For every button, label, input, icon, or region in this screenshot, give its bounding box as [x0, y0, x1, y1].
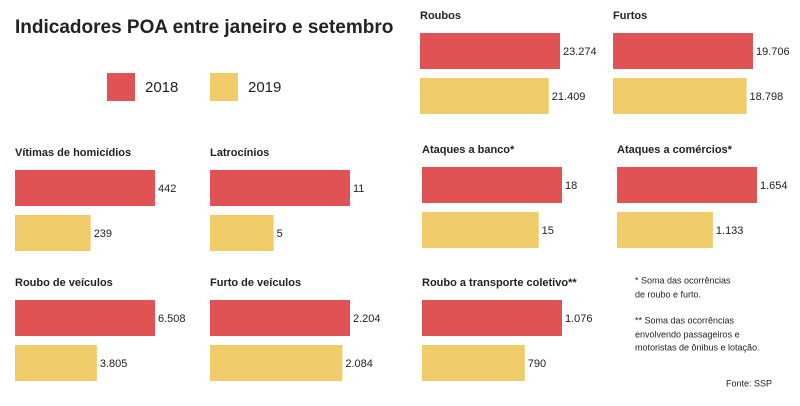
value-label: 19.706: [756, 46, 790, 58]
bar: [613, 78, 747, 114]
value-label: 239: [94, 228, 112, 240]
panel-title: Ataques a banco*: [422, 144, 515, 156]
bar: [613, 33, 753, 69]
note: motoristas de ônibus e lotação.: [635, 342, 760, 352]
value-label: 23.274: [563, 46, 597, 58]
bar: [15, 345, 97, 381]
panel-title: Furto de veículos: [210, 277, 301, 289]
bar: [210, 170, 350, 206]
bar: [422, 167, 562, 203]
bar: [617, 167, 757, 203]
value-label: 2.084: [345, 358, 373, 370]
bar: [422, 300, 562, 336]
bar: [420, 33, 560, 69]
legend-label: 2019: [248, 79, 281, 96]
value-label: 790: [528, 358, 546, 370]
panel-title: Vítimas de homicídios: [15, 147, 131, 159]
chart-title: Indicadores POA entre janeiro e setembro: [15, 17, 393, 38]
bar: [15, 300, 155, 336]
panel-title: Ataques a comércios*: [617, 144, 733, 156]
value-label: 1.654: [760, 180, 788, 192]
note: de roubo e furto.: [635, 289, 701, 299]
bar: [422, 345, 525, 381]
bar: [617, 212, 713, 248]
value-label: 15: [542, 225, 554, 237]
bar: [15, 170, 155, 206]
value-label: 18: [565, 180, 577, 192]
legend-label: 2018: [145, 79, 178, 96]
panel-title: Latrocínios: [210, 147, 269, 159]
value-label: 1.133: [716, 225, 744, 237]
bar: [420, 78, 549, 114]
legend-swatch: [107, 73, 135, 101]
note: * Soma das ocorrências: [635, 275, 731, 285]
value-label: 442: [158, 183, 176, 195]
panel-title: Roubos: [420, 10, 461, 22]
value-label: 5: [277, 228, 283, 240]
value-label: 2.204: [353, 313, 381, 325]
note: envolvendo passageiros e: [635, 329, 740, 339]
value-label: 11: [353, 183, 364, 195]
source: Fonte: SSP: [726, 378, 772, 388]
bar: [210, 215, 274, 251]
note: ** Soma das ocorrências: [635, 315, 735, 325]
panel-title: Roubo a transporte coletivo**: [422, 277, 577, 289]
value-label: 1.076: [565, 313, 593, 325]
bar: [210, 300, 350, 336]
value-label: 6.508: [158, 313, 186, 325]
legend-swatch: [210, 73, 238, 101]
bar: [15, 215, 91, 251]
value-label: 18.798: [750, 91, 784, 103]
panel-title: Furtos: [613, 10, 647, 22]
value-label: 3.805: [100, 358, 128, 370]
bar: [210, 345, 343, 381]
bar: [422, 212, 539, 248]
panel-title: Roubo de veículos: [15, 277, 113, 289]
value-label: 21.409: [552, 91, 586, 103]
